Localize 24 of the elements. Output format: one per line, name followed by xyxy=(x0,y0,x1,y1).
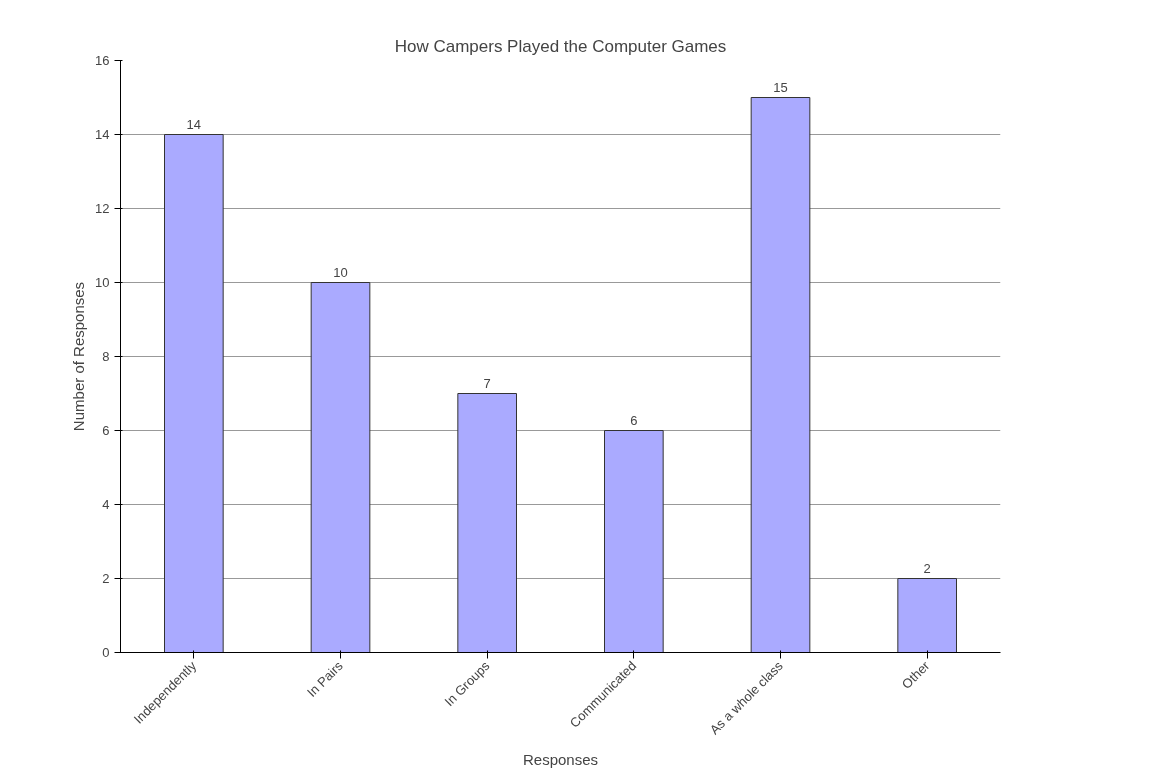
data-label: 6 xyxy=(630,412,638,428)
bar xyxy=(310,282,371,653)
data-label: 15 xyxy=(773,79,788,95)
y-tick-label: 16 xyxy=(95,53,110,68)
bar xyxy=(750,97,811,653)
y-tick-label: 8 xyxy=(102,349,110,364)
bar xyxy=(457,393,517,653)
y-axis-title: Number of Responses xyxy=(70,281,88,432)
data-label: 10 xyxy=(333,264,348,280)
y-tick-label: 10 xyxy=(95,275,110,290)
chart-title: How Campers Played the Computer Games xyxy=(394,36,727,56)
y-tick-label: 0 xyxy=(102,645,110,660)
data-label: 2 xyxy=(923,560,931,576)
bar xyxy=(164,134,224,653)
y-tick-label: 12 xyxy=(95,201,110,216)
bar xyxy=(604,430,664,653)
y-tick-label: 14 xyxy=(95,127,110,142)
bar xyxy=(897,578,957,653)
data-label: 7 xyxy=(483,375,491,391)
data-label: 14 xyxy=(186,116,202,132)
x-axis-title: Responses xyxy=(522,750,599,768)
y-tick-label: 6 xyxy=(102,423,110,438)
y-tick-label: 2 xyxy=(102,571,110,586)
y-tick-label: 4 xyxy=(102,497,110,512)
